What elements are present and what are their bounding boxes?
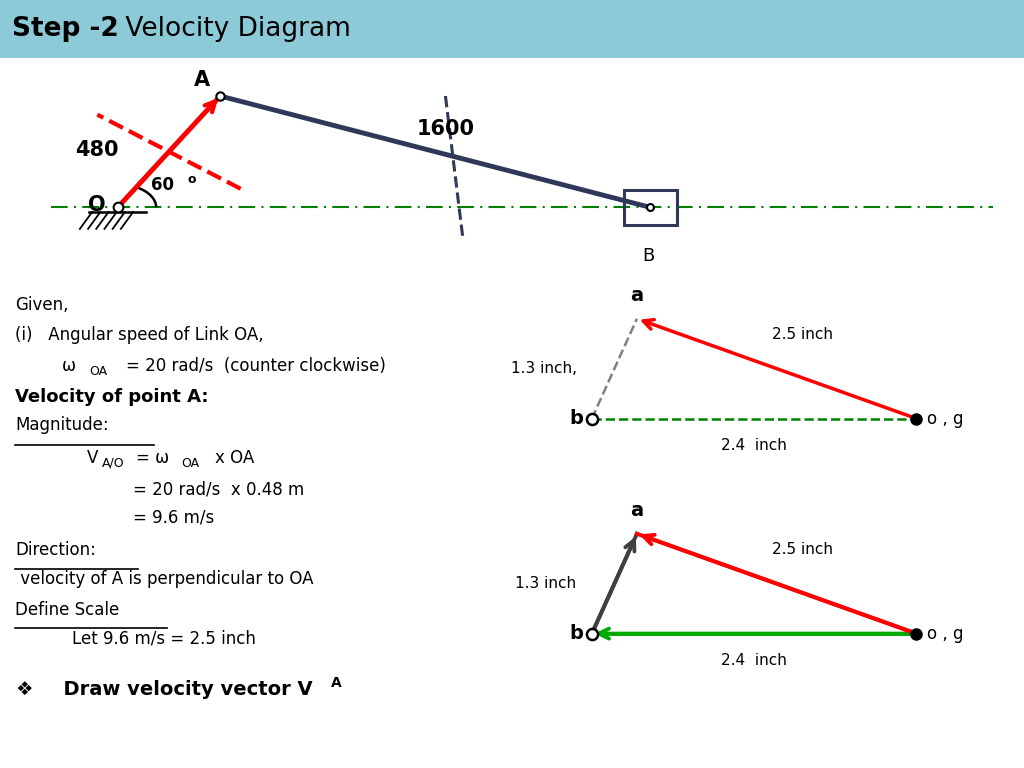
Text: ω: ω — [61, 357, 76, 375]
Text: OA: OA — [89, 365, 108, 378]
Text: 2.4  inch: 2.4 inch — [721, 653, 787, 668]
Text: 2.4  inch: 2.4 inch — [721, 438, 787, 453]
Text: a: a — [631, 501, 643, 520]
Bar — [624, 190, 677, 224]
Text: Step -2: Step -2 — [12, 16, 119, 41]
Text: = 9.6 m/s: = 9.6 m/s — [133, 508, 214, 526]
Text: Magnitude:: Magnitude: — [15, 416, 109, 434]
Text: O: O — [88, 195, 105, 215]
Text: 60: 60 — [151, 176, 173, 194]
Text: A: A — [194, 70, 210, 90]
Text: b: b — [569, 409, 584, 428]
Text: V: V — [87, 449, 98, 467]
Text: (i)   Angular speed of Link OA,: (i) Angular speed of Link OA, — [15, 326, 264, 344]
Bar — [0, 0, 1024, 58]
Text: Define Scale: Define Scale — [15, 601, 120, 618]
Text: = ω: = ω — [136, 449, 169, 467]
Text: A: A — [331, 676, 341, 690]
Text: = 20 rad/s  (counter clockwise): = 20 rad/s (counter clockwise) — [126, 357, 386, 375]
Text: Draw velocity vector V: Draw velocity vector V — [50, 680, 312, 699]
Text: : Velocity Diagram: : Velocity Diagram — [108, 16, 350, 41]
Text: Direction:: Direction: — [15, 541, 96, 559]
Text: = 20 rad/s  x 0.48 m: = 20 rad/s x 0.48 m — [133, 480, 304, 498]
Text: o: o — [187, 173, 196, 186]
Text: B: B — [642, 247, 654, 265]
Text: 2.5 inch: 2.5 inch — [772, 326, 833, 342]
Text: Let 9.6 m/s = 2.5 inch: Let 9.6 m/s = 2.5 inch — [72, 630, 256, 647]
Text: o , g: o , g — [927, 409, 964, 428]
Text: A/O: A/O — [102, 457, 125, 470]
Text: a: a — [631, 286, 643, 305]
Text: o , g: o , g — [927, 624, 964, 643]
Text: 1.3 inch,: 1.3 inch, — [511, 361, 577, 376]
Text: velocity of A is perpendicular to OA: velocity of A is perpendicular to OA — [15, 570, 314, 588]
Text: 1600: 1600 — [417, 118, 474, 139]
Text: 2.5 inch: 2.5 inch — [772, 541, 833, 557]
Text: OA: OA — [181, 457, 200, 470]
Text: 480: 480 — [76, 140, 119, 160]
Text: b: b — [569, 624, 584, 643]
Text: Given,: Given, — [15, 296, 69, 313]
Text: ❖: ❖ — [15, 680, 33, 699]
Text: x OA: x OA — [215, 449, 254, 467]
Text: 1.3 inch: 1.3 inch — [515, 576, 577, 591]
Text: Velocity of point A:: Velocity of point A: — [15, 388, 209, 406]
